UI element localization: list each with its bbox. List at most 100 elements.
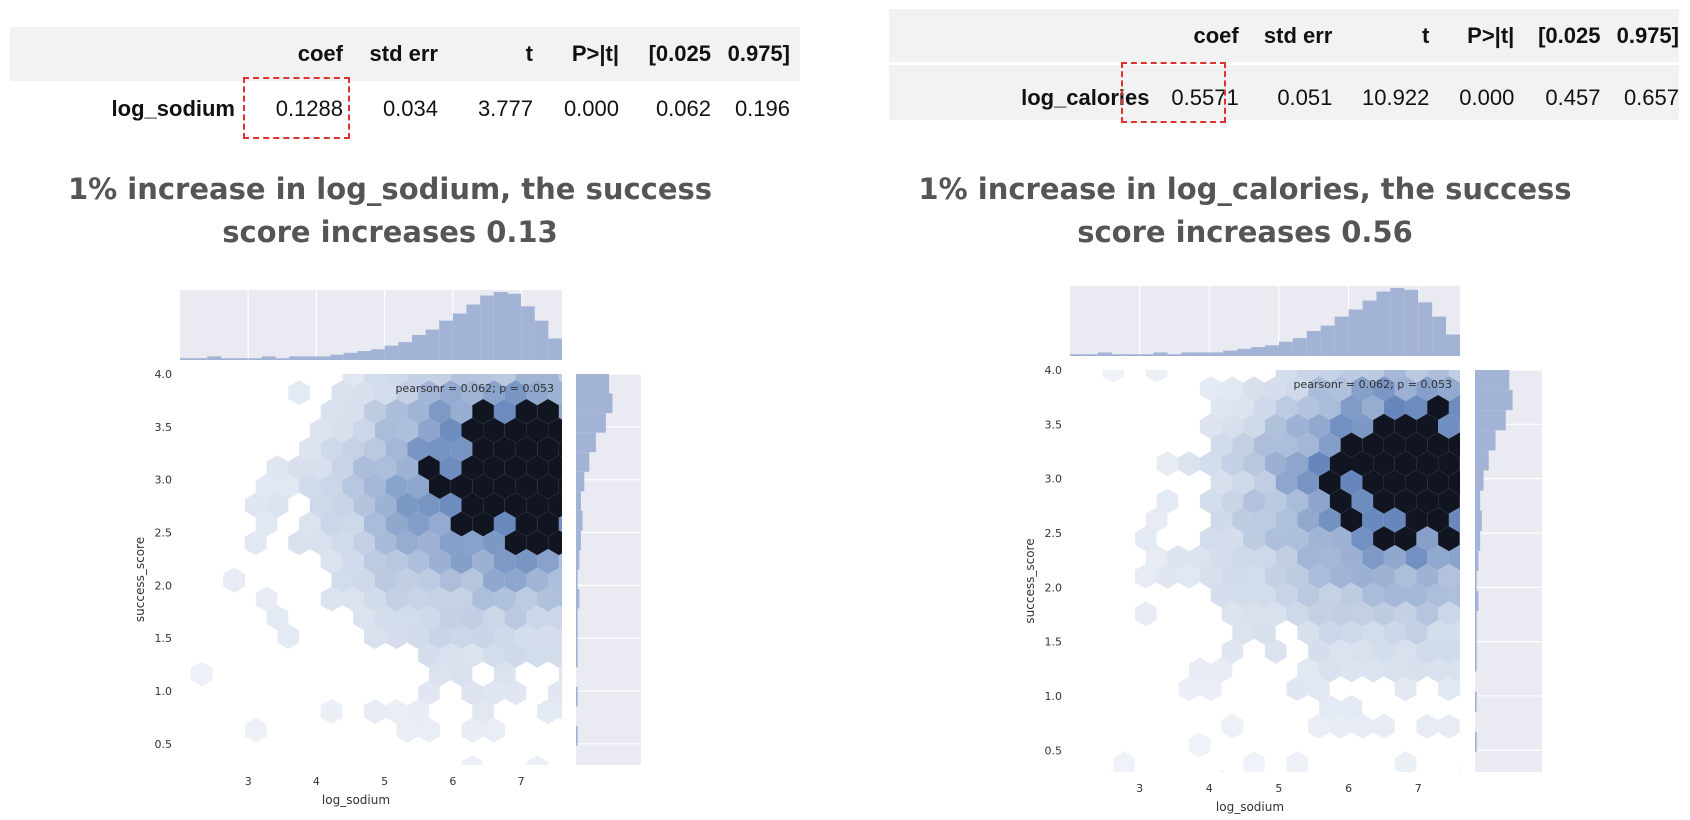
hexbin-cell xyxy=(1448,507,1460,533)
hexbin-cell xyxy=(1448,470,1460,495)
hexbin-cell xyxy=(1459,757,1460,771)
hexbin-cell xyxy=(1456,770,1460,772)
hexbin-cell xyxy=(537,624,559,649)
hexbin-cell xyxy=(1373,638,1395,664)
hexbin-cell xyxy=(245,492,267,518)
marginal-x-bar xyxy=(1390,288,1405,356)
hexbin-cell xyxy=(396,417,419,443)
std-err-value: 0.034 xyxy=(382,96,438,121)
hexbin-cell xyxy=(1448,432,1460,458)
hexbin-cell xyxy=(461,530,484,556)
hexbin-cell xyxy=(526,492,549,518)
hexbin-cell xyxy=(1394,638,1417,664)
y-tick-label: 2.5 xyxy=(1045,527,1063,540)
hexbin-cell xyxy=(526,530,549,556)
hexbin-cell xyxy=(407,436,429,462)
hexbin-cell xyxy=(396,717,419,743)
hexbin-cell xyxy=(1156,488,1179,514)
row-label: log_calories xyxy=(1021,85,1150,110)
hexbin-cell xyxy=(1254,470,1276,495)
hexbin-cell xyxy=(515,549,538,574)
hexbin-cell xyxy=(374,380,397,406)
hexbin-cell xyxy=(320,586,343,612)
hexbin-cell xyxy=(504,380,527,406)
hexbin-cell xyxy=(439,567,462,593)
y-tick-label: 4.0 xyxy=(155,368,173,381)
hexbin-cell xyxy=(493,586,516,612)
hexbin-cell xyxy=(385,436,408,462)
hexbin-cell xyxy=(1405,620,1428,645)
hexbin-cell xyxy=(1373,526,1395,552)
hexbin-cell xyxy=(461,680,484,706)
hexbin-cell xyxy=(396,605,419,631)
hexbin-cell xyxy=(1438,451,1460,477)
hexbin-cell xyxy=(1308,451,1330,477)
hexbin-cell xyxy=(483,417,505,443)
hexbin-cell xyxy=(450,436,473,462)
y-tick-label: 3.0 xyxy=(1045,473,1063,486)
x-tick-label: 4 xyxy=(313,775,320,788)
col-ci-low: [0.025 xyxy=(648,41,711,66)
hexbin-cell xyxy=(504,567,527,593)
hexbin-cell xyxy=(1438,376,1460,402)
hexbin-cell xyxy=(1427,470,1449,495)
table-row: log_calories 0.5571 0.051 10.922 0.000 0… xyxy=(889,63,1679,133)
hexbin-cell xyxy=(450,624,473,649)
marginal-y-bar xyxy=(1475,450,1489,471)
hexbin-cell xyxy=(526,642,549,668)
hexbin-cell xyxy=(1459,532,1460,546)
hexbin-cell xyxy=(407,374,429,387)
x-tick-label: 3 xyxy=(1136,782,1143,795)
hexbin-cell xyxy=(1405,582,1428,608)
hexbin-cell xyxy=(1427,432,1449,458)
col-t: t xyxy=(525,41,533,66)
hexbin-cell xyxy=(450,474,473,499)
hexbin-cell xyxy=(558,440,562,458)
hexbin-cell xyxy=(1448,657,1460,683)
hexbin-cell xyxy=(429,474,451,499)
hexbin-cell xyxy=(1405,545,1428,570)
t-value: 3.777 xyxy=(477,96,533,121)
marginal-y-bar xyxy=(576,569,578,590)
hexbin-cell xyxy=(504,680,527,706)
hexbin-cell xyxy=(439,417,462,443)
hexbin-cell xyxy=(439,530,462,556)
col-ci-high: 0.975] xyxy=(727,41,790,66)
hexbin-cell xyxy=(1340,470,1363,495)
hexbin-cell xyxy=(1167,545,1190,570)
hexbin-cell xyxy=(1329,413,1352,439)
col-ci-low: [0.025 xyxy=(1538,23,1601,48)
hexbin-cell xyxy=(461,567,484,593)
hexbin-cell xyxy=(1351,601,1374,627)
marginal-x-bar xyxy=(1251,347,1265,356)
marginal-x-bar xyxy=(180,358,194,360)
hexbin-cell xyxy=(1427,657,1449,683)
marginal-x-bar xyxy=(384,345,399,360)
hexbin-cell xyxy=(407,474,429,499)
hexbin-cell xyxy=(1286,676,1309,702)
hexbin-cell xyxy=(1340,395,1363,420)
hexbin-cell xyxy=(1373,376,1395,402)
hexbin-cell xyxy=(1243,376,1265,402)
hexbin-cell xyxy=(1264,413,1287,439)
marginal-x-bar xyxy=(521,306,535,360)
caption: 1% increase in log_sodium, the success s… xyxy=(40,168,740,254)
hexbin-cell xyxy=(1264,601,1287,627)
hexbin-cell xyxy=(418,417,440,443)
hexbin-cell xyxy=(1308,713,1330,739)
hexbin-cell xyxy=(1254,432,1276,458)
hexbin-cell xyxy=(353,567,375,593)
hexbin-cell xyxy=(385,474,408,499)
hexbin-cell xyxy=(385,374,408,387)
hexbin-cell xyxy=(1373,563,1395,589)
hexbin-cell xyxy=(1243,563,1265,589)
hexbin-cell xyxy=(1308,488,1330,514)
hexbin-cell xyxy=(1297,545,1319,570)
hexbin-cell xyxy=(1297,657,1319,683)
marginal-x-bar xyxy=(398,342,412,360)
hexbin-cell xyxy=(1243,451,1265,477)
hexbin-cell xyxy=(1459,419,1460,433)
hexbin-cell xyxy=(320,511,343,537)
row-label: log_sodium xyxy=(111,96,235,121)
hexbin-cell xyxy=(526,417,549,443)
